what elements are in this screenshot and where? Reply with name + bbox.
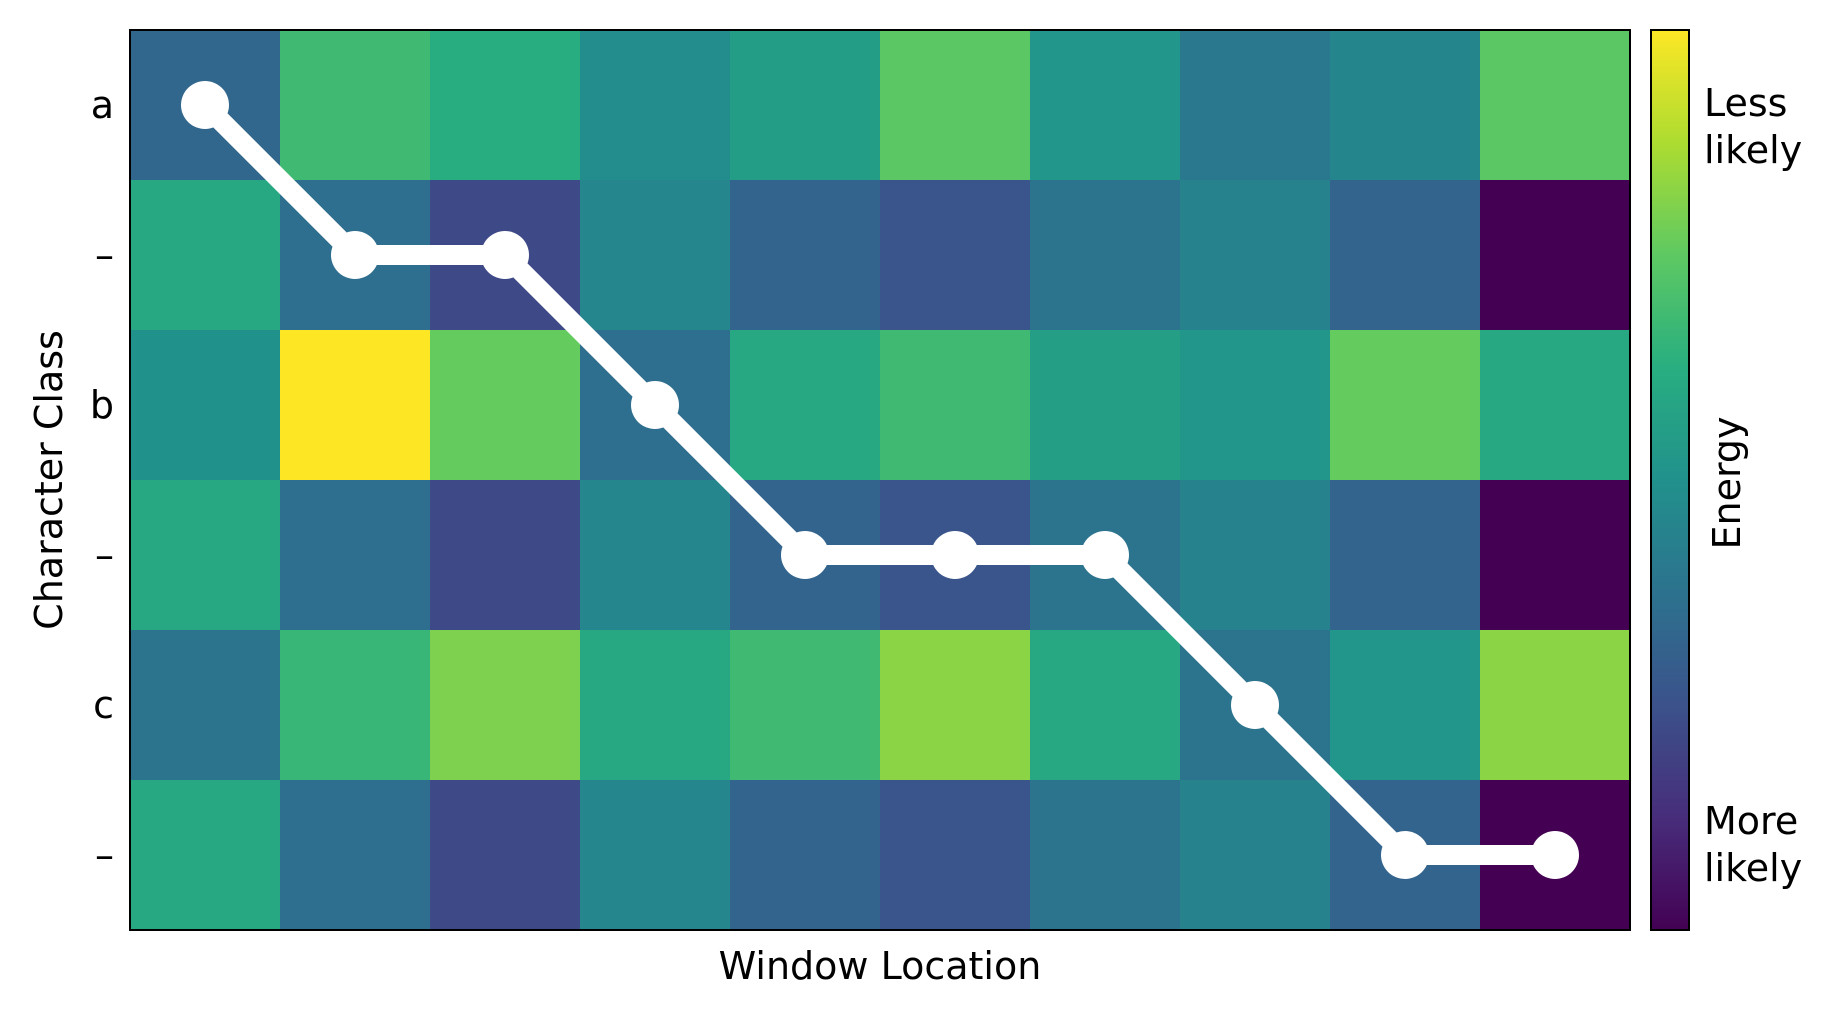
- heatmap-cell: [730, 630, 881, 781]
- heatmap-cell: [430, 30, 581, 181]
- heatmap-cell: [1480, 180, 1631, 331]
- heatmap-cell: [880, 780, 1031, 931]
- heatmap-cell: [580, 180, 731, 331]
- heatmap-cell: [1030, 780, 1181, 931]
- heatmap-cell: [1180, 30, 1331, 181]
- heatmap-cell: [1030, 330, 1181, 481]
- path-point: [1381, 831, 1429, 879]
- heatmap-cell: [1030, 630, 1181, 781]
- heatmap-cell: [130, 780, 281, 931]
- heatmap-cell: [280, 480, 431, 631]
- heatmap-cell: [430, 780, 581, 931]
- path-point: [931, 531, 979, 579]
- heatmap-cell: [280, 780, 431, 931]
- heatmap-cell: [580, 30, 731, 181]
- heatmap-cell: [1330, 180, 1481, 331]
- path-point: [631, 381, 679, 429]
- colorbar-top-label-line2: likely: [1704, 128, 1802, 172]
- heatmap-cell: [1480, 630, 1631, 781]
- heatmap-cell: [880, 180, 1031, 331]
- colorbar-top-label: Less likely: [1704, 81, 1802, 172]
- heatmap-cell: [130, 180, 281, 331]
- heatmap-cell: [1330, 630, 1481, 781]
- y-tick-label: b: [90, 383, 114, 427]
- path-point: [181, 81, 229, 129]
- heatmap-cell: [130, 330, 281, 481]
- heatmap-cell: [880, 30, 1031, 181]
- path-point: [481, 231, 529, 279]
- heatmap-cell: [730, 330, 881, 481]
- path-point: [1081, 531, 1129, 579]
- heatmap-cell: [280, 30, 431, 181]
- y-tick-label: –: [95, 833, 114, 877]
- heatmap-cell: [580, 480, 731, 631]
- path-point: [1531, 831, 1579, 879]
- colorbar-bottom-label: More likely: [1704, 799, 1810, 890]
- heatmap-cell: [430, 630, 581, 781]
- heatmap-cells: [130, 30, 1631, 931]
- path-point: [331, 231, 379, 279]
- heatmap-cell: [1480, 30, 1631, 181]
- heatmap-cell: [730, 30, 881, 181]
- heatmap-cell: [1330, 480, 1481, 631]
- y-tick-label: c: [93, 683, 114, 727]
- path-line: [197, 97, 1555, 865]
- y-tick-label: a: [91, 83, 114, 127]
- heatmap-cell: [1180, 180, 1331, 331]
- heatmap-cell: [1180, 780, 1331, 931]
- y-tick-labels: a – b – c –: [90, 83, 114, 877]
- y-axis-label: Character Class: [27, 330, 71, 630]
- heatmap-cell: [1030, 30, 1181, 181]
- heatmap-cell: [1480, 330, 1631, 481]
- heatmap-cell: [1330, 330, 1481, 481]
- heatmap-cell: [1180, 480, 1331, 631]
- heatmap-cell: [130, 480, 281, 631]
- colorbar-bottom-label-line2: likely: [1704, 846, 1802, 890]
- heatmap-cell: [130, 630, 281, 781]
- heatmap-cell: [280, 330, 431, 481]
- path-point: [1231, 681, 1279, 729]
- heatmap-cell: [580, 630, 731, 781]
- plot-frame: [129, 29, 1631, 931]
- colorbar-label: Energy: [1705, 416, 1749, 549]
- colorbar-gradient: [1650, 29, 1690, 931]
- heatmap-cell: [730, 780, 881, 931]
- y-tick-label: –: [95, 533, 114, 577]
- heatmap-cell: [430, 480, 581, 631]
- heatmap-cell: [1480, 480, 1631, 631]
- x-axis-label: Window Location: [719, 944, 1042, 988]
- colorbar-bottom-label-line1: More: [1704, 799, 1798, 843]
- heatmap-cell: [1030, 180, 1181, 331]
- heatmap-cell: [1180, 330, 1331, 481]
- heatmap-cell: [880, 330, 1031, 481]
- heatmap-cell: [580, 780, 731, 931]
- colorbar: Less likely Energy More likely: [1650, 29, 1810, 931]
- heatmap-cell: [280, 630, 431, 781]
- path-point: [781, 531, 829, 579]
- heatmap-cell: [730, 180, 881, 331]
- y-tick-label: –: [95, 233, 114, 277]
- heatmap-cell: [430, 330, 581, 481]
- heatmap-cell: [1330, 30, 1481, 181]
- heatmap-cell: [880, 630, 1031, 781]
- colorbar-top-label-line1: Less: [1704, 81, 1787, 125]
- alignment-path: [181, 81, 1579, 879]
